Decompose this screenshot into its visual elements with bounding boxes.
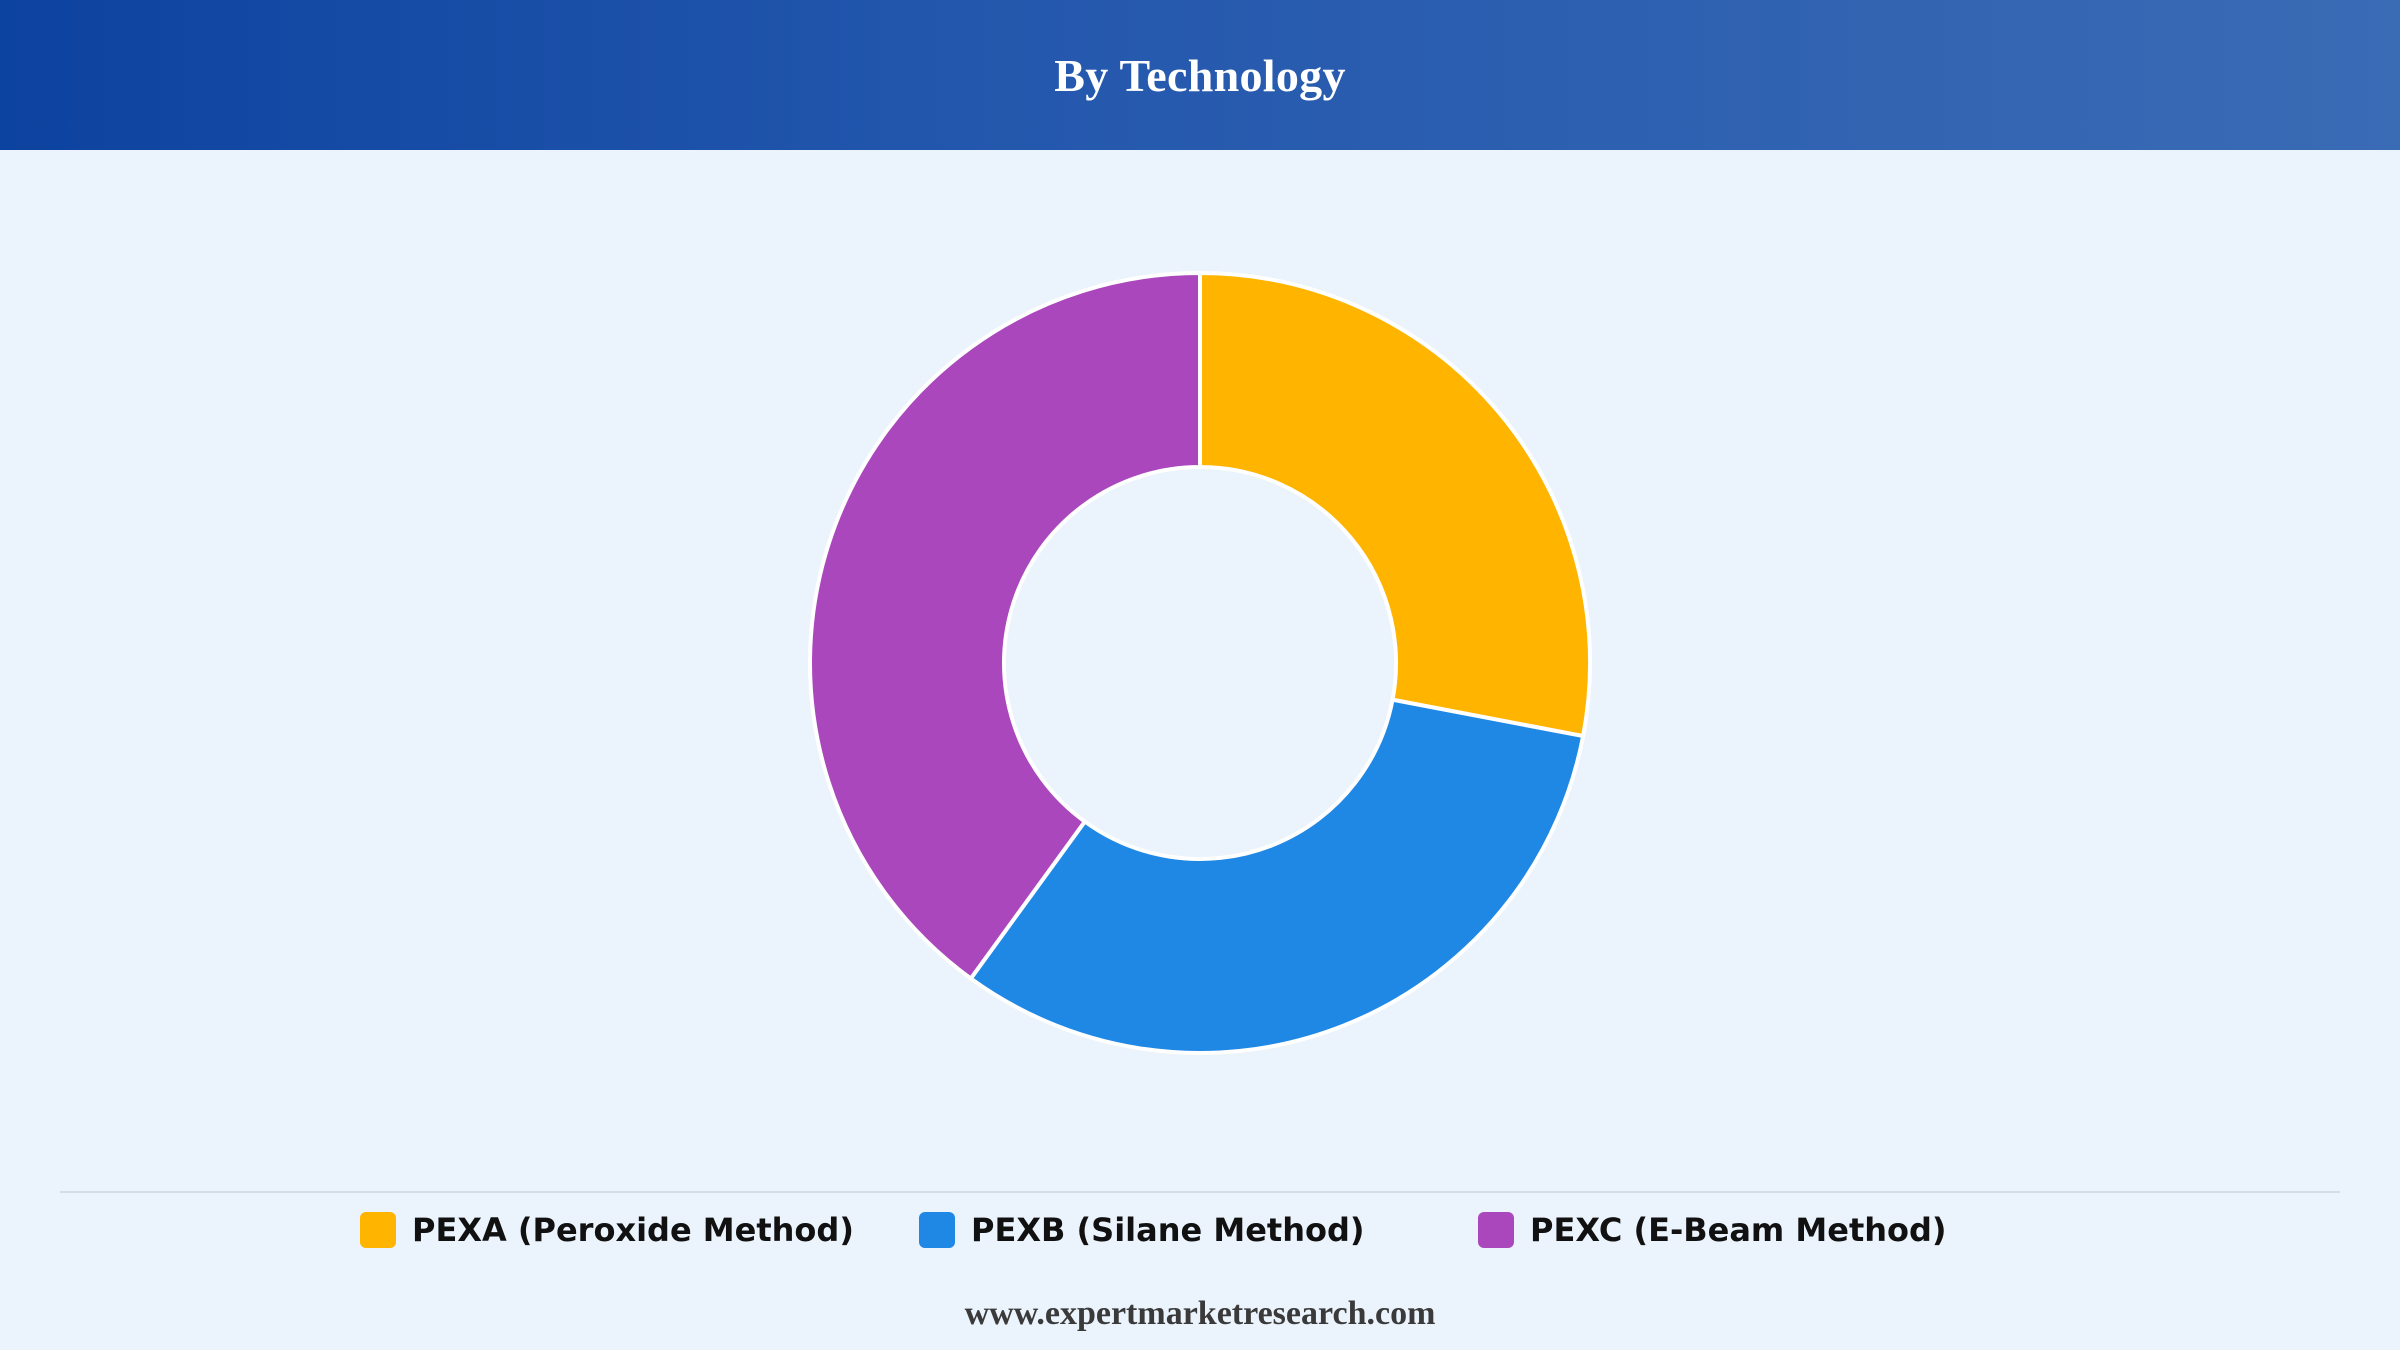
legend-label-pexb: PEXB (Silane Method) (971, 1211, 1365, 1249)
legend-divider (60, 1191, 2340, 1193)
legend: PEXA (Peroxide Method) PEXB (Silane Meth… (0, 1205, 2400, 1255)
donut-slice-pexa (1198, 271, 1592, 739)
legend-item-pexa: PEXA (Peroxide Method) (360, 1205, 854, 1255)
legend-swatch-pexb (919, 1212, 955, 1248)
donut-chart (808, 271, 1592, 1055)
legend-item-pexc: PEXC (E-Beam Method) (1478, 1205, 1947, 1255)
header-banner: By Technology (0, 0, 2400, 150)
legend-item-pexb: PEXB (Silane Method) (919, 1205, 1364, 1255)
chart-title: By Technology (1054, 49, 1346, 101)
donut-slice-pexc (808, 271, 1202, 981)
footer-website: www.expertmarketresearch.com (964, 1295, 1436, 1332)
legend-swatch-pexc (1478, 1212, 1514, 1248)
legend-label-pexa: PEXA (Peroxide Method) (412, 1211, 854, 1249)
legend-label-pexc: PEXC (E-Beam Method) (1530, 1211, 1947, 1249)
donut-slices (808, 271, 1592, 1055)
donut-slice-pexb (968, 697, 1586, 1055)
legend-swatch-pexa (360, 1212, 396, 1248)
